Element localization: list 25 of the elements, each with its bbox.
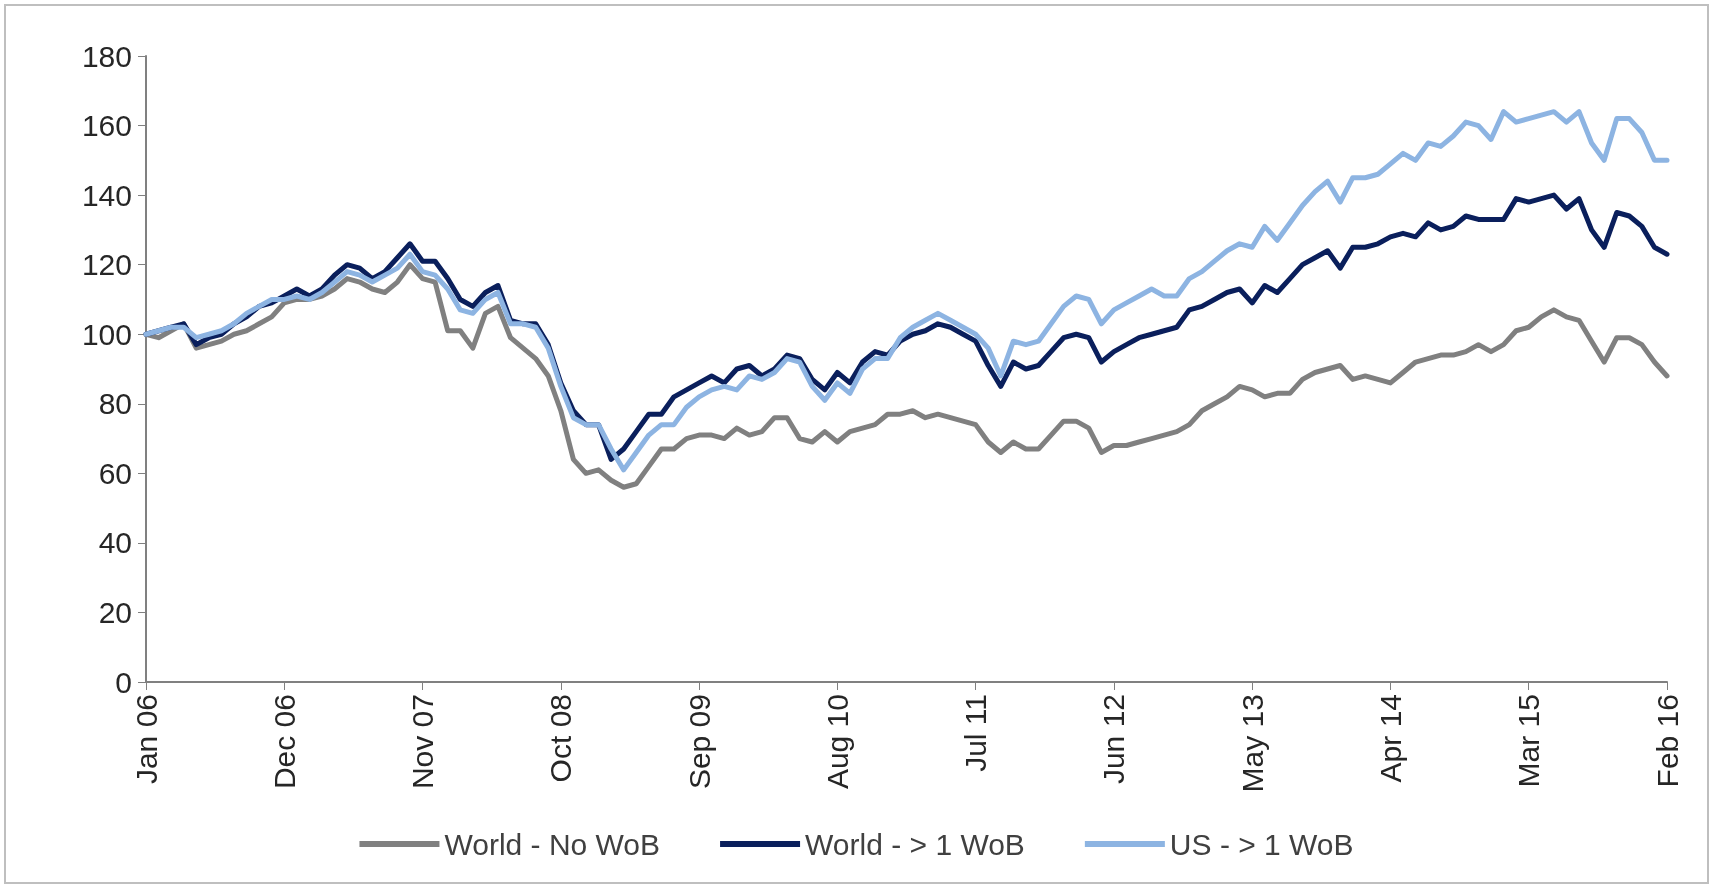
legend-label: US - > 1 WoB [1169,827,1354,861]
y-tick-label: 0 [115,665,132,699]
x-tick-label: Jul 11 [959,694,993,772]
y-tick-label: 60 [98,456,132,490]
x-tick-label: Apr 14 [1373,694,1407,783]
y-tick-label: 140 [81,178,132,212]
x-tick-label: May 13 [1235,694,1269,793]
y-tick-label: 180 [81,39,132,73]
x-tick-label: Feb 16 [1650,694,1684,788]
x-tick-label: Dec 06 [267,694,301,790]
x-tick-label: Nov 07 [406,694,440,790]
x-tick-label: Oct 08 [544,694,578,783]
y-tick-label: 80 [98,387,132,421]
y-tick-label: 120 [81,248,132,282]
x-tick-label: Mar 15 [1512,694,1546,788]
y-tick-label: 100 [81,317,132,351]
x-tick-label: Jan 06 [129,694,163,785]
x-tick-label: Aug 10 [820,694,854,790]
x-tick-label: Sep 09 [682,694,716,790]
y-tick-label: 160 [81,109,132,143]
x-tick-label: Jun 12 [1097,694,1131,785]
y-tick-label: 20 [98,595,132,629]
y-tick-label: 40 [98,526,132,560]
legend-label: World - No WoB [444,827,661,861]
legend-label: World - > 1 WoB [805,827,1025,861]
